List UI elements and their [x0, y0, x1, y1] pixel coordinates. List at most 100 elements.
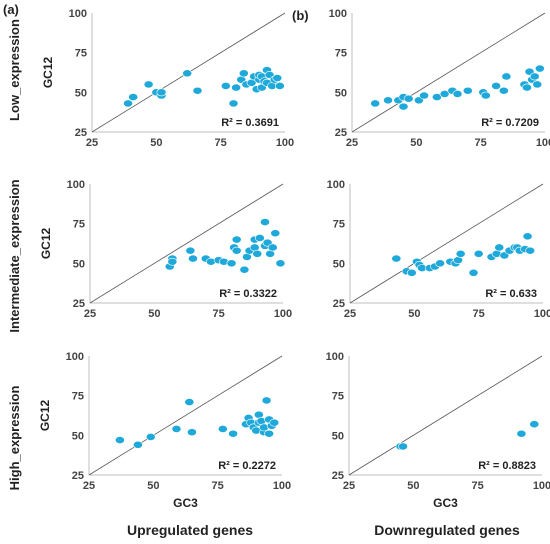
x-tick-label: 75 [472, 480, 484, 492]
data-point [114, 436, 125, 444]
data-point [439, 90, 450, 98]
data-point [228, 99, 239, 108]
data-point [231, 83, 242, 92]
x-tick-label: 25 [84, 308, 96, 320]
data-point [188, 254, 198, 263]
data-point [228, 429, 239, 438]
x-tick-label: 50 [150, 137, 162, 149]
y-tick-label: 50 [73, 258, 85, 270]
data-point [123, 99, 133, 108]
data-point [522, 83, 532, 92]
y-tick-label: 100 [69, 8, 87, 20]
r-squared-label: R² = 0.3691 [221, 117, 279, 129]
data-point [525, 246, 536, 255]
data-point [398, 442, 408, 451]
data-point [498, 86, 509, 95]
row-label-intermediate: Intermediate_expression [7, 179, 22, 332]
row-label-low: Low_expression [7, 19, 22, 121]
data-point [184, 398, 195, 406]
y-tick-label: 25 [73, 298, 85, 310]
column-label-downregulated: Downregulated genes [374, 522, 520, 538]
data-point [269, 418, 280, 427]
data-point [534, 64, 545, 73]
data-point [192, 86, 203, 95]
x-tick-label: 25 [344, 308, 356, 320]
data-point [398, 102, 409, 111]
y-tick-label: 75 [73, 219, 85, 231]
data-point [370, 99, 381, 108]
y-tick-label: 25 [335, 127, 347, 139]
data-point [231, 235, 242, 244]
data-point [419, 91, 429, 100]
x-tick-label: 25 [83, 480, 95, 492]
data-point [452, 90, 463, 98]
y-tick-label: 75 [332, 391, 344, 403]
data-point [260, 218, 270, 226]
data-point [473, 249, 484, 258]
panel-label-a: (a) [3, 2, 19, 17]
reference-line [348, 355, 543, 476]
reference-line [349, 183, 544, 304]
x-tick-label: 50 [148, 308, 160, 320]
data-point [267, 243, 278, 252]
reference-line [351, 12, 546, 133]
data-point [217, 425, 228, 433]
y-tick-label: 25 [333, 298, 345, 310]
scatter-panel-3: 25 50 75 100 25 50 75 100 R² = 0.3322 GC12 [39, 179, 292, 320]
row-label-high: High_expression [7, 386, 22, 491]
y-tick-label: 100 [326, 351, 344, 363]
x-tick-label: 100 [534, 308, 550, 320]
data-point [145, 433, 156, 441]
data-point [264, 429, 275, 438]
r-squared-label: R² = 0.8823 [478, 460, 536, 472]
y-tick-label: 75 [333, 219, 345, 231]
data-point [261, 396, 272, 405]
y-tick-label: 100 [327, 179, 345, 191]
x-tick-label: 50 [407, 480, 419, 492]
data-point [156, 88, 167, 97]
x-tick-label: 100 [274, 308, 292, 320]
y-tick-label: 75 [72, 391, 84, 403]
data-point [435, 259, 445, 268]
y-axis-label: GC12 [38, 400, 52, 432]
data-point [480, 91, 491, 100]
x-tick-label: 75 [212, 480, 224, 492]
data-point [226, 259, 237, 268]
x-axis-label: GC3 [173, 496, 198, 510]
y-tick-label: 50 [75, 87, 87, 99]
data-point [529, 72, 540, 81]
data-point [132, 440, 143, 449]
y-tick-label: 75 [335, 48, 347, 60]
data-point [403, 94, 414, 103]
data-point [522, 232, 533, 241]
scatter-panel-6: 25 50 75 100 25 50 75 100 R² = 0.8823 GC3 [326, 351, 550, 510]
x-tick-label: 100 [276, 137, 294, 149]
y-tick-label: 75 [75, 48, 87, 60]
y-tick-label: 25 [332, 470, 344, 482]
data-point [187, 428, 197, 437]
data-point [239, 265, 250, 274]
data-point [516, 429, 527, 438]
x-tick-label: 75 [213, 308, 225, 320]
data-point [254, 234, 265, 242]
y-tick-label: 100 [66, 351, 84, 363]
data-point [231, 246, 242, 255]
data-point [455, 249, 466, 258]
data-point [272, 74, 283, 82]
data-point [391, 254, 402, 263]
x-tick-label: 25 [343, 480, 355, 492]
data-point [383, 96, 393, 105]
data-point [406, 268, 417, 277]
r-squared-label: R² = 0.7209 [481, 117, 539, 129]
data-point [275, 259, 286, 268]
scatter-panel-4: 25 50 75 100 25 50 75 100 R² = 0.633 [327, 179, 550, 320]
x-axis-label: GC3 [433, 496, 458, 510]
data-point [468, 268, 479, 277]
y-axis-label: GC12 [41, 57, 55, 89]
data-point [501, 72, 512, 81]
y-tick-label: 25 [72, 470, 84, 482]
y-tick-label: 100 [67, 179, 85, 191]
scatter-panels: 25 50 75 100 25 50 75 100 R² = 0.3691 GC12 25 50 75 1… [38, 8, 550, 510]
x-tick-label: 100 [273, 480, 291, 492]
x-tick-label: 100 [533, 480, 550, 492]
